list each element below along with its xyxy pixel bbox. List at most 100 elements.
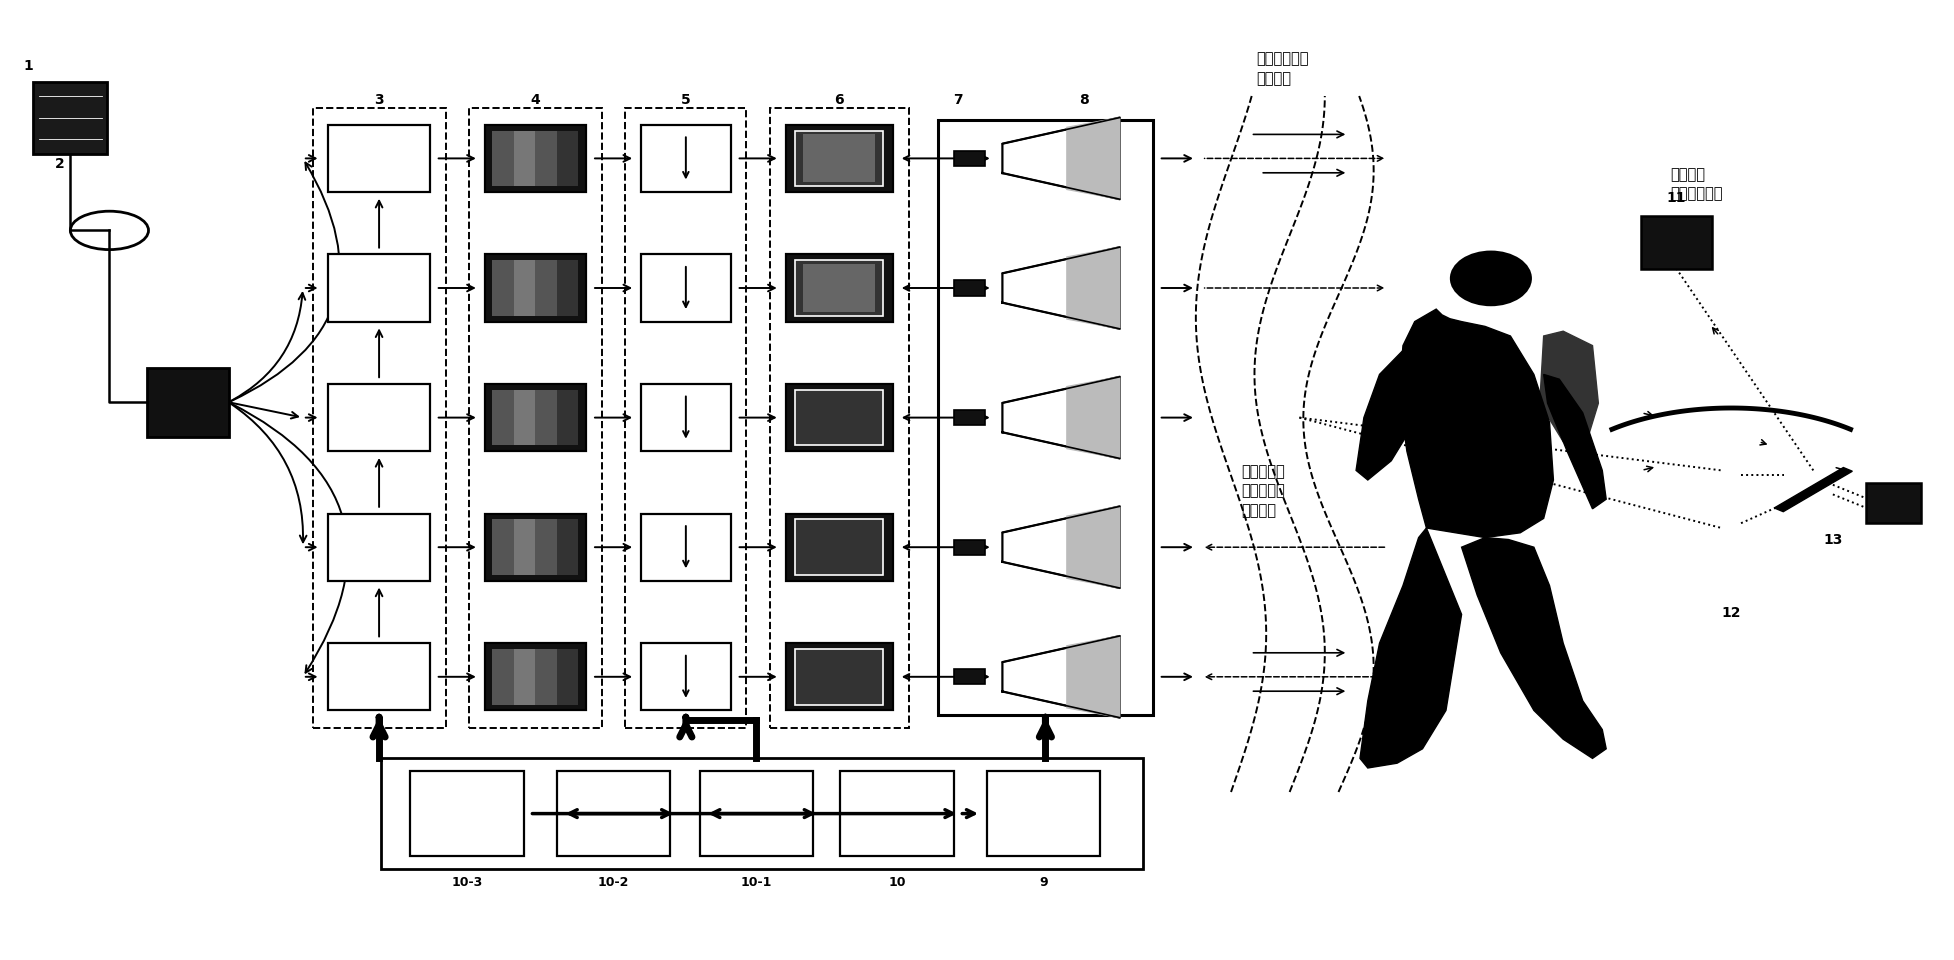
Bar [954,151,985,166]
Bar [514,390,535,445]
Polygon shape [1774,468,1852,512]
Bar [557,519,578,575]
Bar [492,649,514,705]
Bar [770,108,909,728]
Bar [786,254,893,322]
Bar [485,384,586,451]
Bar [557,390,578,445]
Text: 10: 10 [889,876,905,889]
Text: 入射信标光的
畸变波前: 入射信标光的 畸变波前 [1256,52,1309,86]
Bar [1866,483,1921,523]
Polygon shape [1002,377,1120,459]
Text: 7: 7 [954,93,961,107]
Bar [795,131,883,186]
Text: 校正后的
发射激光波前: 校正后的 发射激光波前 [1671,167,1723,202]
Text: 10-2: 10-2 [598,876,629,889]
Polygon shape [1067,248,1120,328]
Bar [1641,216,1712,269]
Text: 10-1: 10-1 [741,876,772,889]
Bar [492,131,514,186]
Polygon shape [1067,636,1120,718]
Text: 13: 13 [1823,534,1843,547]
Bar [641,514,731,581]
Bar [954,540,985,555]
Bar [795,260,883,316]
Bar [840,772,954,856]
Bar [485,125,586,192]
Bar [328,643,430,710]
Bar [641,254,731,322]
Bar [328,125,430,192]
Polygon shape [1360,528,1462,768]
Bar [485,643,586,710]
Bar [514,260,535,316]
Polygon shape [1067,507,1120,588]
Text: 5: 5 [682,93,690,107]
Bar [641,384,731,451]
Bar [33,82,107,154]
Bar [535,260,557,316]
Polygon shape [1544,374,1606,509]
Polygon shape [1462,538,1606,758]
Polygon shape [1002,507,1120,588]
Bar [700,772,813,856]
Bar [938,120,1153,715]
Bar [987,772,1100,856]
Bar [313,108,446,728]
Bar [795,390,883,445]
Text: 8: 8 [1081,93,1088,107]
Bar [535,131,557,186]
Bar [641,643,731,710]
Text: 6: 6 [834,93,844,107]
Polygon shape [1540,331,1598,442]
Bar [328,514,430,581]
Text: 1: 1 [23,60,33,73]
Bar [557,131,578,186]
Polygon shape [1399,309,1553,538]
Polygon shape [1067,377,1120,459]
Bar [514,131,535,186]
Bar [786,384,893,451]
Bar [786,125,893,192]
Polygon shape [1002,118,1120,200]
Text: 9: 9 [1040,876,1047,889]
Bar [328,254,430,322]
Bar [485,514,586,581]
Polygon shape [1002,248,1120,328]
Text: 2: 2 [55,157,64,171]
Text: 4: 4 [531,93,539,107]
Bar [514,519,535,575]
Text: 11: 11 [1667,191,1686,204]
Bar [147,368,229,437]
Bar [535,649,557,705]
Bar [535,519,557,575]
Bar [803,134,875,182]
Text: 12: 12 [1721,607,1741,620]
Bar [514,649,535,705]
Bar [803,264,875,312]
Bar [954,669,985,684]
Bar [954,280,985,296]
Bar [492,519,514,575]
Ellipse shape [1450,251,1532,306]
Bar [535,390,557,445]
Bar [381,758,1143,869]
Bar [485,254,586,322]
Bar [557,260,578,316]
Bar [557,649,578,705]
Text: 10-3: 10-3 [451,876,483,889]
Bar [786,514,893,581]
Bar [328,384,430,451]
Bar [492,260,514,316]
Bar [625,108,746,728]
Bar [557,772,670,856]
Bar [641,125,731,192]
Bar [492,390,514,445]
Text: 3: 3 [375,93,383,107]
Bar [410,772,524,856]
Polygon shape [1067,118,1120,200]
Polygon shape [1002,636,1120,718]
Bar [786,643,893,710]
Text: 发射激光的
分布式相位
共轭补偿: 发射激光的 分布式相位 共轭补偿 [1241,464,1284,518]
Bar [795,519,883,575]
